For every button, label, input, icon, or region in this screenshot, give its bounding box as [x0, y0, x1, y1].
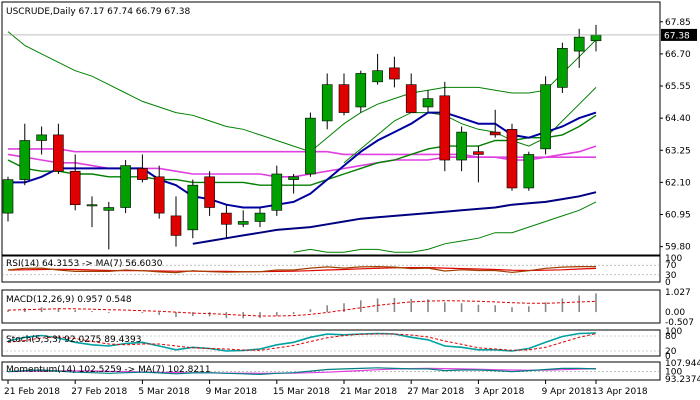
stoch-pane	[1, 329, 661, 357]
last-price-label: 67.38	[664, 31, 690, 41]
rsi-y-tick-label: 30	[665, 271, 677, 281]
momentum-y-tick-label: 93.2374	[665, 375, 700, 385]
x-tick-label: 21 Mar 2018	[340, 387, 397, 397]
main-y-tick-label: 62.10	[665, 178, 691, 188]
candle-body	[86, 204, 98, 207]
candle-body	[69, 170, 81, 206]
x-tick-label: 27 Feb 2018	[71, 387, 127, 397]
momentum-y-tick-label: 107.9449	[665, 359, 700, 369]
rsi-y-tick-label: 70	[665, 261, 677, 271]
ma-mid-line	[7, 114, 597, 186]
x-tick-label: 5 Mar 2018	[138, 387, 190, 397]
candle-body	[523, 154, 535, 189]
x-tick-label: 3 Apr 2018	[474, 387, 524, 397]
candle-body	[19, 140, 31, 180]
candle-body	[53, 134, 64, 172]
candle-body	[305, 117, 316, 175]
candle-body	[170, 215, 182, 236]
candle-body	[473, 151, 484, 155]
momentum-ma-line	[7, 367, 597, 374]
stoch-label: Stoch(5,3,3) 92.0275 89.4393	[6, 335, 141, 345]
rsi-label: RSI(14) 64.3153 -> MA(7) 56.6030	[6, 259, 163, 269]
candle-body	[355, 73, 367, 108]
stoch-y-tick-label: 80	[665, 332, 677, 342]
candle-body	[36, 134, 47, 141]
candle-body	[540, 84, 551, 150]
ma-fast-line	[8, 111, 597, 209]
candle-body	[237, 221, 249, 225]
x-tick-label: 9 Apr 2018	[542, 387, 592, 397]
candle-body	[254, 212, 266, 222]
candle-body	[2, 179, 14, 214]
x-tick-label: 27 Mar 2018	[407, 387, 464, 397]
ma-long-line	[192, 191, 597, 245]
macd-pane	[1, 289, 661, 324]
macd-y-tick-label: 0.00	[665, 308, 685, 318]
candle-body	[439, 95, 451, 161]
stoch-y-tick-label: 100	[665, 327, 682, 337]
candle-body	[137, 168, 148, 180]
momentum-label: Momentum(14) 102.5259 -> MA(7) 102.8211	[6, 365, 211, 375]
macd-signal-line	[7, 300, 597, 317]
rsi-y-tick-label: 100	[665, 254, 682, 264]
main-pane	[1, 1, 661, 256]
bollinger-upper-line	[7, 31, 597, 153]
ma-mid-fast-line	[343, 87, 597, 164]
candle-body	[506, 129, 518, 189]
rsi-ma-line	[7, 267, 597, 273]
rsi-pane	[1, 255, 661, 283]
main-y-tick-label: 60.95	[665, 211, 691, 221]
macd-y-tick-label: -0.507	[665, 318, 694, 328]
main-title: USCRUDE,Daily 67.17 67.74 66.79 67.38	[6, 7, 190, 17]
macd-label: MACD(12,26,9) 0.957 0.548	[6, 295, 132, 305]
stoch-k-line	[7, 332, 597, 352]
candle-body	[489, 131, 501, 136]
main-y-tick-label: 66.70	[665, 50, 691, 60]
stoch-y-tick-label: 20	[665, 347, 677, 357]
candle-body	[405, 84, 417, 113]
last-price-box	[661, 28, 697, 41]
candle-body	[573, 36, 585, 52]
momentum-pane	[1, 361, 661, 381]
candle-body	[120, 165, 131, 208]
candle-body	[456, 131, 467, 161]
candle-body	[153, 176, 165, 214]
x-tick-label: 13 Apr 2018	[592, 387, 648, 397]
bollinger-lower-line	[293, 201, 597, 253]
rsi-y-tick-label: 0	[665, 278, 671, 288]
rsi-line	[7, 265, 596, 274]
candle-body	[590, 34, 602, 42]
stoch-y-tick-label: 0	[665, 352, 671, 362]
x-tick-label: 9 Mar 2018	[206, 387, 258, 397]
main-y-tick-label: 63.25	[665, 146, 691, 156]
stoch-d-line	[7, 333, 597, 351]
candle-body	[221, 212, 232, 225]
candle-body	[271, 173, 283, 211]
candle-body	[389, 67, 400, 80]
main-y-tick-label: 65.55	[665, 82, 691, 92]
macd-y-tick-label: 1.027	[665, 288, 691, 298]
candle-body	[557, 48, 568, 88]
candle-body	[204, 176, 215, 208]
candle-body	[103, 207, 115, 211]
candle-body	[338, 84, 350, 113]
candle-body	[288, 176, 299, 180]
main-y-tick-label: 64.40	[665, 114, 691, 124]
x-tick-label: 21 Feb 2018	[4, 387, 60, 397]
candle-body	[187, 184, 199, 231]
x-tick-label: 15 Mar 2018	[273, 387, 330, 397]
momentum-line	[7, 367, 597, 376]
main-y-tick-label: 59.80	[665, 243, 691, 253]
momentum-y-tick-label: 100	[665, 368, 682, 378]
candle-body	[321, 84, 333, 122]
candle-body	[422, 98, 434, 108]
main-y-tick-label: 67.85	[665, 18, 691, 28]
candle-body	[372, 70, 383, 83]
